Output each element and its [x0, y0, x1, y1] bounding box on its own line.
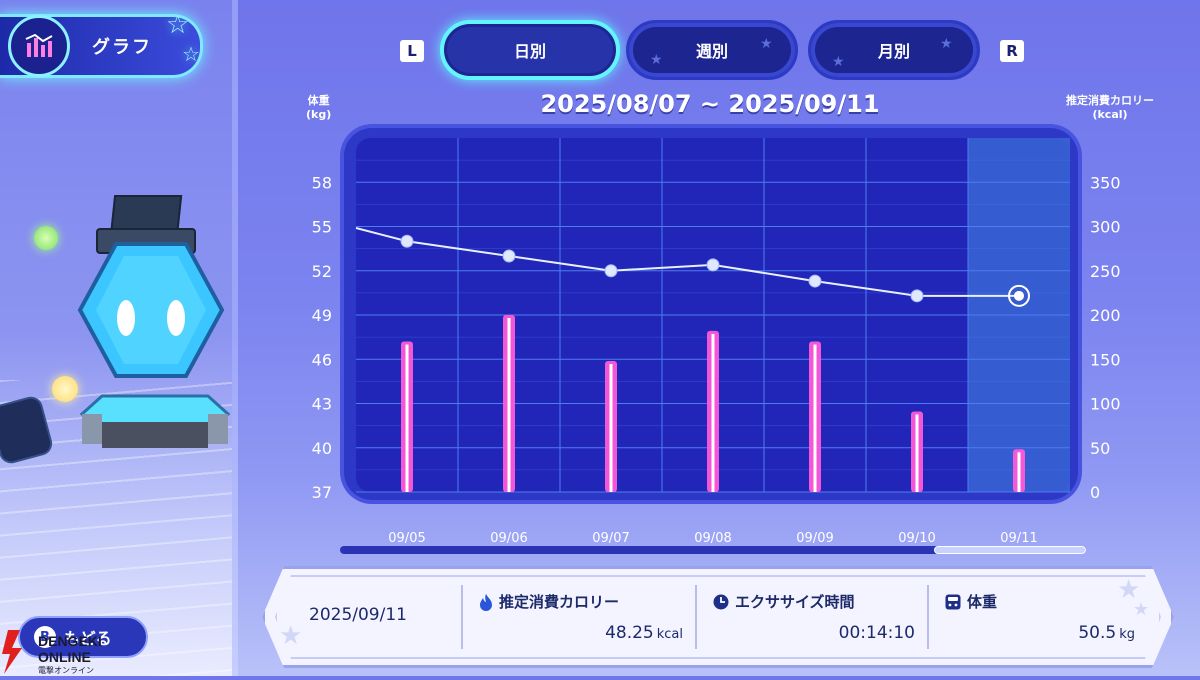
svg-text:電撃オンライン: 電撃オンライン [38, 665, 94, 675]
weight-tick-label: 40 [312, 439, 332, 458]
calorie-tick-label: 50 [1090, 439, 1110, 458]
watermark-logo: DENGEKI ONLINE 電撃オンライン [0, 628, 130, 676]
weight-point-09/06 [502, 249, 516, 263]
date-label-09/05: 09/05 [388, 531, 425, 546]
summary-weight-cell: 体重 50.5 kg [929, 569, 1147, 665]
tab-monthly[interactable]: 月別 [808, 20, 980, 80]
green-orb [34, 226, 58, 250]
calorie-bar-core [507, 318, 511, 492]
calorie-bar-core [609, 364, 613, 492]
summary-date: 2025/09/11 [309, 605, 407, 625]
page-title: グラフ [92, 37, 152, 58]
star-icon: ★ [1133, 599, 1150, 620]
weight-unit: kg [1119, 627, 1135, 642]
calorie-label: 推定消費カロリー [499, 593, 620, 611]
weight-tick-label: 55 [312, 218, 332, 237]
clock-icon [713, 594, 729, 610]
mascot-character [77, 242, 225, 378]
weight-tick-label: 52 [312, 262, 332, 281]
date-label-09/09: 09/09 [796, 531, 833, 546]
back-label: もどる [64, 629, 112, 648]
svg-text:DENGEKI: DENGEKI [38, 633, 102, 649]
weight-point-09/10 [910, 289, 924, 303]
divider [695, 585, 697, 649]
weight-tick-label: 46 [312, 350, 332, 369]
r-button[interactable]: R [1000, 40, 1024, 62]
weight-point-09/05 [400, 234, 414, 248]
star-icon: ☆ [166, 10, 190, 40]
calorie-bar-core [1017, 452, 1021, 492]
date-label-09/07: 09/07 [592, 531, 629, 546]
l-button[interactable]: L [400, 40, 424, 62]
mascot-pedestal [80, 394, 230, 448]
yellow-orb [52, 376, 78, 402]
weight-tick-label: 49 [312, 306, 332, 325]
graph-header: グラフ [0, 14, 203, 78]
divider [461, 585, 463, 649]
calorie-tick-label: 300 [1090, 218, 1121, 237]
weight-tick-label: 43 [312, 395, 332, 414]
weight-label: 体重 [967, 593, 998, 611]
calorie-tick-label: 150 [1090, 350, 1121, 369]
timeline-scrollbar-thumb[interactable] [934, 546, 1086, 554]
weight-point-09/08 [706, 258, 720, 272]
calorie-bar-core [711, 333, 715, 492]
flame-icon [479, 593, 493, 611]
exercise-label: エクササイズ時間 [735, 593, 855, 611]
weight-tick-label: 58 [312, 173, 332, 192]
tab-weekly[interactable]: 週別 [626, 20, 798, 80]
weight-value: 50.5 [1078, 623, 1117, 643]
tab-daily[interactable]: 日別 [440, 20, 620, 80]
calorie-value: 48.25 [605, 623, 654, 643]
weight-point-09/11 [1014, 290, 1024, 301]
weight-point-09/09 [808, 274, 822, 288]
timeline-scrollbar[interactable] [340, 546, 1086, 554]
star-icon: ★ [832, 54, 845, 70]
summary-exercise-cell: エクササイズ時間 00:14:10 [697, 569, 927, 665]
scale-icon [945, 594, 961, 610]
summary-date-cell: 2025/09/11 [265, 569, 461, 665]
calorie-tick-label: 200 [1090, 306, 1121, 325]
calorie-bar-core [405, 344, 409, 492]
date-label-09/10: 09/10 [898, 531, 935, 546]
weight-tick-label: 37 [312, 483, 332, 502]
calorie-tick-label: 100 [1090, 395, 1121, 414]
weight-calorie-chart[interactable]: 37 40 43 46 49 52 55 58 0 50 100 150 200 250 300 350 0… [0, 0, 1200, 560]
weight-line [355, 227, 1019, 297]
b-button-icon: B [34, 626, 56, 648]
calorie-bar-core [813, 344, 817, 492]
calorie-unit: kcal [656, 627, 683, 642]
date-label-09/06: 09/06 [490, 531, 527, 546]
star-icon: ★ [940, 36, 953, 52]
divider [927, 585, 929, 649]
weight-point-09/07 [604, 264, 618, 278]
summary-panel: ★ ★ ★ 2025/09/11 推定消費カロリー 48.25 kcal エクササ… [262, 566, 1174, 668]
star-icon: ★ [1117, 575, 1141, 605]
summary-calorie-cell: 推定消費カロリー 48.25 kcal [463, 569, 695, 665]
back-button[interactable]: B もどる [18, 616, 148, 658]
star-icon: ☆ [182, 42, 200, 66]
calorie-tick-label: 350 [1090, 173, 1121, 192]
calorie-tick-label: 0 [1090, 483, 1100, 502]
date-label-09/11: 09/11 [1000, 531, 1037, 546]
bar-chart-icon [8, 15, 70, 77]
date-label-09/08: 09/08 [694, 531, 731, 546]
weight-axis-title: 体重 (kg) [306, 94, 332, 121]
star-icon: ★ [279, 621, 303, 651]
calorie-tick-label: 250 [1090, 262, 1121, 281]
star-icon: ★ [760, 36, 773, 52]
star-icon: ★ [650, 52, 663, 68]
date-range: 2025/08/07 ~ 2025/09/11 [540, 90, 880, 118]
exercise-value: 00:14:10 [838, 623, 915, 643]
calorie-bar-core [915, 414, 919, 492]
weight-point-selected [1008, 284, 1030, 307]
svg-text:ONLINE: ONLINE [38, 649, 91, 665]
calorie-axis-title: 推定消費カロリー (kcal) [1066, 94, 1154, 121]
